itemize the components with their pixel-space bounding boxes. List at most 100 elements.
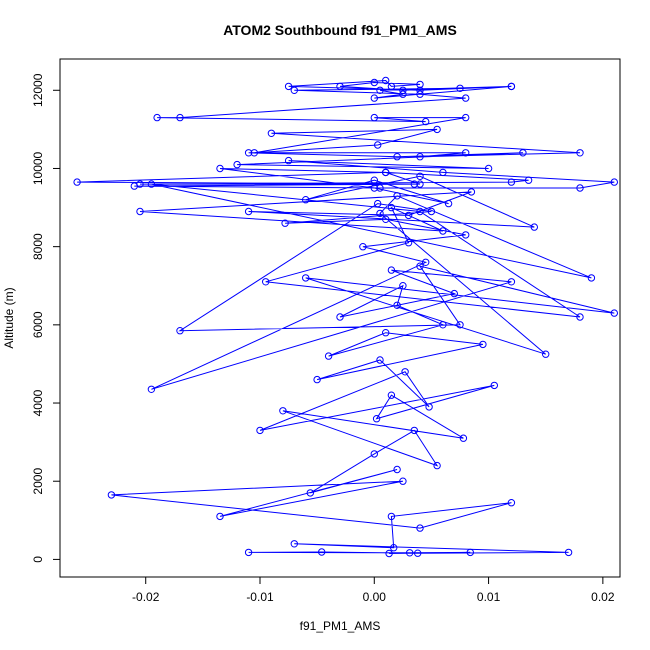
data-point — [576, 313, 584, 321]
data-point — [490, 381, 498, 390]
data-point — [216, 164, 224, 173]
data-point — [382, 215, 390, 224]
data-point — [244, 548, 253, 557]
data-point — [393, 301, 401, 309]
data-point — [387, 512, 396, 521]
data-point — [507, 499, 516, 507]
data-point — [462, 113, 470, 122]
data-point — [427, 207, 436, 216]
data-point — [462, 231, 470, 239]
data-point — [372, 415, 381, 423]
data-point — [216, 512, 224, 521]
data-point — [484, 164, 493, 173]
data-point — [439, 168, 447, 177]
data-point — [576, 149, 584, 157]
data-point — [382, 329, 390, 337]
data-point — [313, 375, 321, 384]
data-point — [382, 76, 390, 85]
data-point — [459, 434, 468, 442]
data-point — [387, 82, 396, 91]
data-point — [410, 180, 418, 188]
data-point — [479, 340, 487, 349]
y-axis-label: Altitude (m) — [2, 287, 16, 348]
data-point — [414, 549, 422, 557]
data-point — [370, 450, 378, 458]
data-point — [290, 540, 298, 548]
x-axis: -0.02 -0.01 0.00 0.01 0.02 — [132, 577, 615, 604]
data-point — [370, 176, 378, 184]
data-point — [406, 549, 414, 557]
data-point — [244, 149, 253, 157]
data-point — [519, 149, 527, 157]
data-point — [306, 489, 314, 497]
data-point — [507, 82, 516, 91]
data-point — [401, 368, 409, 376]
data-point — [393, 465, 401, 474]
data-point — [425, 403, 433, 411]
data-point — [416, 86, 424, 95]
data-point — [433, 125, 441, 134]
data-point — [336, 82, 344, 91]
data-point — [302, 196, 310, 204]
data-point — [73, 178, 81, 186]
chart-title: ATOM2 Southbound f91_PM1_AMS — [223, 22, 457, 38]
data-point — [416, 207, 424, 216]
data-point — [416, 524, 424, 532]
data-point — [507, 278, 516, 286]
x-tick-label: -0.01 — [246, 590, 274, 604]
data-point — [444, 199, 453, 208]
data-point — [576, 184, 584, 192]
data-point — [416, 262, 424, 270]
data-point — [387, 203, 396, 212]
y-tick-label: 8000 — [31, 233, 45, 260]
x-tick-label: 0.00 — [363, 590, 387, 604]
data-point — [387, 391, 396, 399]
data-point — [404, 211, 413, 220]
data-point — [439, 321, 447, 329]
data-point — [153, 113, 161, 122]
x-tick-label: -0.02 — [132, 590, 160, 604]
data-point — [370, 113, 378, 122]
data-point — [374, 141, 382, 149]
data-point — [422, 117, 430, 126]
data-point — [610, 309, 618, 317]
data-point — [542, 350, 550, 358]
y-tick-label: 6000 — [31, 311, 45, 338]
data-point — [376, 184, 384, 192]
data-point — [385, 549, 393, 558]
data-point — [147, 180, 156, 188]
data-point — [370, 94, 378, 102]
data-point — [130, 182, 139, 190]
data-point — [462, 94, 470, 102]
data-point — [610, 178, 618, 186]
series-line — [77, 79, 615, 554]
y-tick-label: 10000 — [31, 151, 45, 185]
data-point — [416, 180, 424, 188]
data-point — [279, 407, 287, 415]
data-point — [324, 352, 333, 360]
data-point — [587, 274, 596, 282]
data-point — [374, 199, 382, 208]
data-point — [376, 209, 384, 218]
data-point — [376, 86, 384, 95]
data-point — [376, 356, 384, 364]
y-tick-label: 4000 — [31, 389, 45, 416]
data-layer — [73, 76, 618, 558]
y-tick-label: 0 — [31, 556, 45, 563]
y-tick-label: 12000 — [31, 73, 45, 107]
data-point — [450, 289, 458, 298]
x-tick-label: 0.01 — [477, 590, 501, 604]
y-axis: 0 2000 4000 6000 8000 10000 12000 — [31, 73, 60, 563]
data-point — [456, 321, 464, 329]
data-point — [410, 426, 418, 435]
data-point — [422, 258, 430, 266]
data-point — [302, 274, 310, 282]
data-point — [416, 90, 424, 98]
data-point — [107, 491, 116, 499]
data-point — [290, 86, 298, 95]
data-point — [564, 548, 573, 557]
data-point — [136, 207, 144, 216]
data-point — [393, 153, 401, 161]
